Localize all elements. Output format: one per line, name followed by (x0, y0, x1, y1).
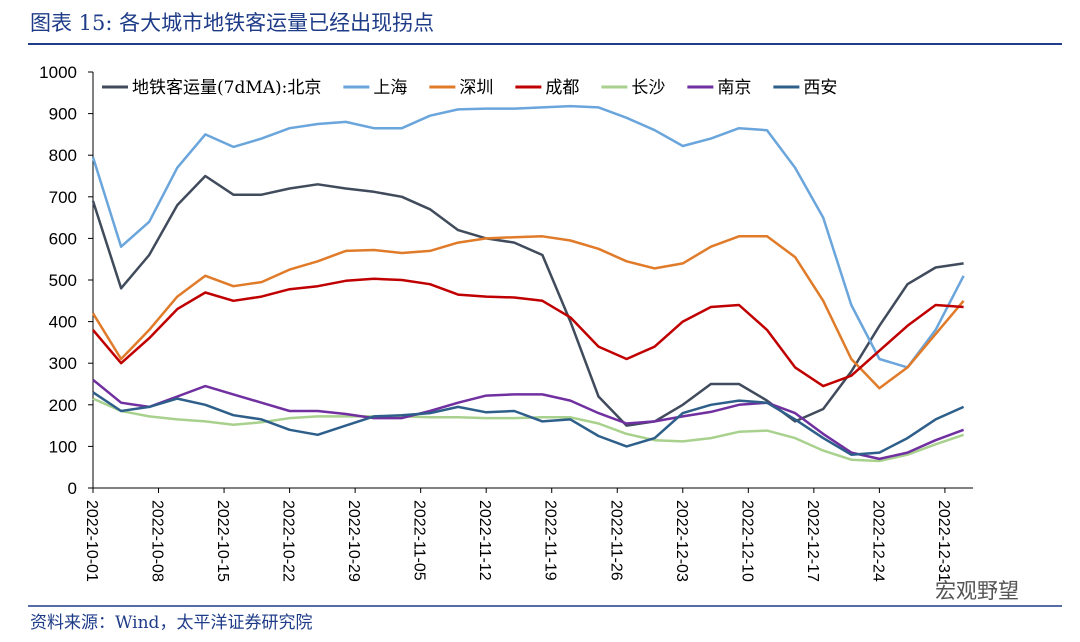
legend-label: 成都 (545, 78, 579, 98)
x-tick-label: 2022-10-01 (83, 500, 100, 582)
series-line (92, 277, 964, 388)
x-tick-label: 2022-10-29 (345, 500, 362, 582)
y-tick-label: 0 (68, 479, 77, 498)
legend-label: 西安 (803, 78, 837, 98)
legend-label: 深圳 (459, 78, 493, 98)
x-tick-label: 2022-12-03 (673, 500, 690, 582)
y-tick-label: 1000 (39, 63, 77, 82)
legend-label: 地铁客运量(7dMA):北京 (132, 78, 321, 98)
series-line (92, 397, 965, 463)
source: 资料来源：Wind，太平洋证券研究院 (30, 613, 312, 633)
y-tick-label: 900 (49, 105, 77, 124)
series-line (92, 378, 965, 461)
x-tick-label: 2022-12-31 (935, 500, 952, 582)
y-tick-label: 800 (49, 146, 77, 165)
legend-label: 上海 (373, 78, 407, 98)
legend-label: 长沙 (631, 78, 665, 98)
series-line (91, 104, 965, 369)
y-tick-label: 300 (49, 354, 77, 373)
series-line (92, 391, 965, 456)
x-tick-label: 2022-12-10 (738, 500, 755, 582)
series-line (91, 235, 965, 390)
series-line (91, 174, 964, 427)
x-tick-label: 2022-12-24 (869, 500, 886, 582)
y-tick-label: 500 (49, 271, 77, 290)
x-tick-label: 2022-11-12 (476, 500, 493, 581)
legend-label: 南京 (717, 78, 751, 98)
x-tick-label: 2022-12-17 (804, 500, 821, 582)
x-tick-label: 2022-11-19 (542, 500, 559, 581)
y-tick-label: 100 (49, 437, 77, 456)
x-tick-label: 2022-10-15 (214, 500, 231, 582)
x-tick-label: 2022-11-26 (607, 500, 624, 581)
y-tick-label: 400 (49, 313, 77, 332)
y-tick-label: 200 (49, 396, 77, 415)
y-tick-label: 700 (49, 188, 77, 207)
x-tick-label: 2022-11-05 (411, 500, 428, 581)
watermark: 宏观野望 (935, 579, 1019, 603)
x-tick-label: 2022-10-22 (280, 500, 297, 582)
y-tick-label: 600 (49, 229, 77, 248)
x-tick-label: 2022-10-08 (149, 500, 166, 582)
chart-title: 图表 15: 各大城市地铁客运量已经出现拐点 (30, 11, 434, 35)
